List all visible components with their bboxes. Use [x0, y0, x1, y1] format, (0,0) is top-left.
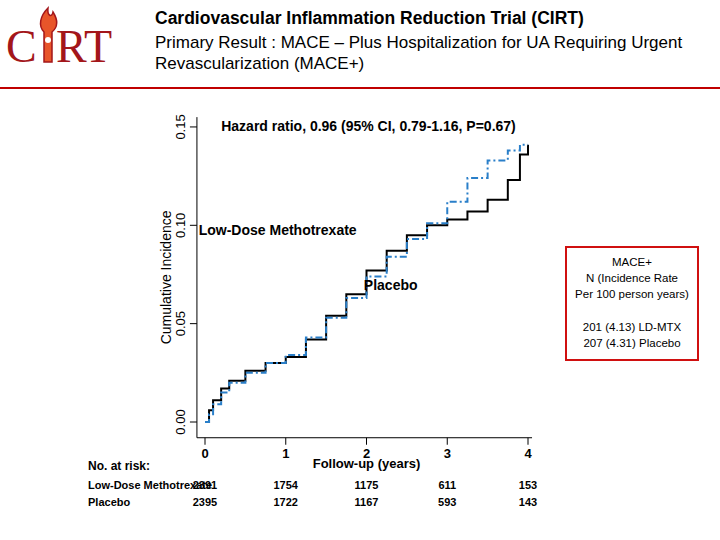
y-tick: [190, 422, 197, 423]
series-line: [205, 145, 528, 422]
series-line: [205, 145, 528, 422]
risk-value: 143: [519, 496, 537, 508]
x-tick: [366, 438, 367, 445]
x-tick: [205, 438, 206, 445]
subtitle: Primary Result : MACE – Plus Hospitaliza…: [155, 33, 682, 73]
page: C RT Cardiovascular Inflammation Reduction…: [0, 0, 720, 540]
risk-table-title: No. at risk:: [88, 459, 150, 473]
x-tick-label: 1: [282, 446, 289, 461]
logo: C RT: [6, 8, 112, 72]
title: Cardiovascular Inflammation Reduction Tr…: [155, 8, 584, 28]
x-tick: [528, 438, 529, 445]
y-tick-label: 0.15: [173, 114, 188, 139]
logo-flame: [41, 8, 57, 62]
y-tick-label: 0.00: [173, 409, 188, 434]
y-axis: [196, 117, 197, 438]
risk-value: 153: [519, 479, 537, 491]
y-tick: [190, 126, 197, 127]
risk-value: 1175: [355, 479, 379, 491]
info-box: [566, 247, 698, 360]
y-tick-label: 0.05: [173, 311, 188, 336]
info-box-text: N (Incidence Rate: [586, 272, 678, 284]
x-tick-label: 0: [201, 446, 208, 461]
logo-text: RT: [56, 21, 112, 72]
x-axis: [197, 437, 532, 438]
x-tick-label: 3: [444, 446, 451, 461]
risk-value: 611: [438, 479, 456, 491]
x-axis-label: Follow-up (years): [313, 456, 421, 471]
series-label: Placebo: [364, 277, 418, 293]
x-tick-label: 4: [524, 446, 532, 461]
y-tick: [190, 225, 197, 226]
annotation: Hazard ratio, 0.96 (95% CI, 0.79-1.16, P…: [221, 118, 516, 134]
plot-area: [205, 145, 528, 422]
risk-value: 2391: [193, 479, 217, 491]
logo-text: C: [6, 21, 37, 72]
info-box-text: 201 (4.13) LD-MTX: [583, 321, 682, 333]
info-box-text: MACE+: [612, 256, 652, 268]
risk-row-name: Placebo: [88, 496, 130, 508]
y-tick-label: 0.10: [173, 213, 188, 238]
series-label: Low-Dose Methotrexate: [199, 222, 357, 238]
x-tick: [285, 438, 286, 445]
y-axis-label: Cumulative Incidence: [158, 210, 174, 344]
risk-value: 1754: [274, 479, 299, 491]
risk-value: 1167: [355, 496, 379, 508]
risk-value: 2395: [193, 496, 217, 508]
x-tick: [447, 438, 448, 445]
risk-value: 593: [438, 496, 456, 508]
info-box-text: 207 (4.31) Placebo: [583, 337, 680, 349]
y-tick: [190, 323, 197, 324]
risk-value: 1722: [274, 496, 298, 508]
info-box-text: Per 100 person years): [575, 288, 689, 300]
logo-dot: [45, 37, 51, 43]
header-rule: [0, 87, 720, 89]
